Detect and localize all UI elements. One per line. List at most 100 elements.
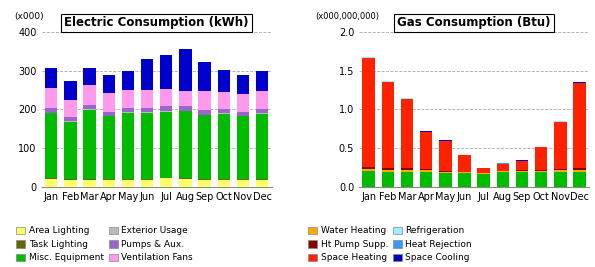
Bar xyxy=(420,169,433,170)
Bar xyxy=(121,113,134,179)
Bar xyxy=(160,89,173,106)
Bar xyxy=(198,180,211,187)
Bar xyxy=(439,172,452,173)
Bar xyxy=(439,141,452,171)
Bar xyxy=(218,180,230,187)
Bar xyxy=(83,68,96,85)
Bar xyxy=(179,49,192,91)
Bar xyxy=(420,172,433,187)
Bar xyxy=(218,92,230,109)
Bar xyxy=(102,116,115,179)
Bar xyxy=(64,100,77,117)
Bar xyxy=(237,179,249,180)
Legend: Area Lighting, Task Lighting, Misc. Equipment, Exterior Usage, Pumps & Aux., Ven: Area Lighting, Task Lighting, Misc. Equi… xyxy=(17,226,193,262)
Bar xyxy=(121,179,134,180)
Bar xyxy=(458,172,471,173)
Bar xyxy=(477,168,490,173)
Bar xyxy=(439,171,452,172)
Bar xyxy=(458,173,471,187)
Bar xyxy=(160,106,173,111)
Legend: Water Heating, Ht Pump Supp., Space Heating, Refrigeration, Heat Rejection, Spac: Water Heating, Ht Pump Supp., Space Heat… xyxy=(308,226,472,262)
Bar xyxy=(516,171,528,172)
Bar xyxy=(141,112,154,113)
Bar xyxy=(573,170,585,172)
Bar xyxy=(218,70,230,92)
Bar xyxy=(218,109,230,113)
Bar xyxy=(535,147,547,170)
Bar xyxy=(141,59,154,90)
Bar xyxy=(401,170,413,172)
Bar xyxy=(121,71,134,90)
Bar xyxy=(256,114,268,179)
Bar xyxy=(45,108,58,113)
Bar xyxy=(45,179,58,187)
Bar xyxy=(362,170,375,171)
Bar xyxy=(83,109,96,110)
Bar xyxy=(237,94,249,112)
Bar xyxy=(45,178,58,179)
Bar xyxy=(362,171,375,187)
Bar xyxy=(439,173,452,187)
Bar xyxy=(64,179,77,180)
Bar xyxy=(64,117,77,121)
Bar xyxy=(420,132,433,169)
Text: (x000,000,000): (x000,000,000) xyxy=(315,12,380,21)
Bar xyxy=(381,82,394,168)
Bar xyxy=(121,90,134,108)
Bar xyxy=(218,179,230,180)
Bar xyxy=(362,58,375,167)
Bar xyxy=(535,172,547,187)
Bar xyxy=(45,88,58,108)
Bar xyxy=(121,108,134,112)
Bar xyxy=(141,108,154,112)
Bar xyxy=(141,90,154,108)
Bar xyxy=(83,180,96,187)
Bar xyxy=(45,68,58,88)
Bar xyxy=(64,81,77,100)
Bar xyxy=(102,180,115,187)
Bar xyxy=(381,170,394,172)
Bar xyxy=(362,167,375,170)
Bar xyxy=(83,105,96,109)
Bar xyxy=(458,155,471,172)
Bar xyxy=(535,171,547,172)
Bar xyxy=(237,75,249,94)
Bar xyxy=(198,115,211,179)
Bar xyxy=(573,172,585,187)
Bar xyxy=(401,172,413,187)
Bar xyxy=(420,170,433,172)
Bar xyxy=(497,172,509,187)
Bar xyxy=(45,113,58,178)
Bar xyxy=(554,170,566,172)
Bar xyxy=(64,121,77,122)
Bar xyxy=(381,172,394,187)
Bar xyxy=(516,161,528,171)
Text: (x000): (x000) xyxy=(14,12,43,21)
Bar xyxy=(160,178,173,187)
Bar xyxy=(141,113,154,179)
Bar xyxy=(237,180,249,187)
Bar xyxy=(102,93,115,112)
Bar xyxy=(121,112,134,113)
Bar xyxy=(64,122,77,179)
Bar xyxy=(401,99,413,168)
Bar xyxy=(179,106,192,111)
Bar xyxy=(381,168,394,170)
Bar xyxy=(554,169,566,170)
Bar xyxy=(83,179,96,180)
Bar xyxy=(516,160,528,161)
Bar xyxy=(420,131,433,132)
Bar xyxy=(102,75,115,93)
Bar xyxy=(218,113,230,114)
Bar xyxy=(198,62,211,91)
Bar xyxy=(573,168,585,170)
Bar xyxy=(179,91,192,106)
Bar xyxy=(477,174,490,187)
Bar xyxy=(121,180,134,187)
Bar xyxy=(102,179,115,180)
Bar xyxy=(141,180,154,187)
Bar xyxy=(179,111,192,178)
Bar xyxy=(497,164,509,171)
Title: Electric Consumption (kWh): Electric Consumption (kWh) xyxy=(64,17,249,29)
Bar xyxy=(516,172,528,187)
